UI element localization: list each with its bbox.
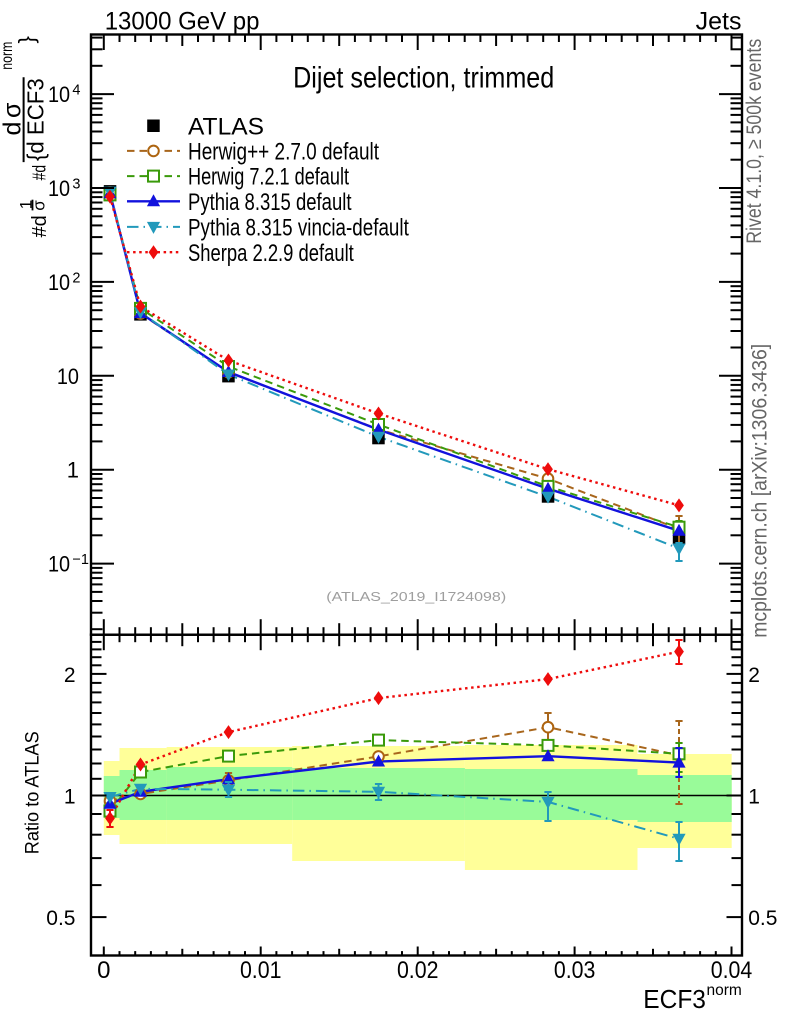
svg-text:Jets: Jets — [696, 8, 742, 36]
svg-text:1: 1 — [17, 200, 36, 209]
svg-text:{d ECF3: {d ECF3 — [22, 78, 48, 161]
svg-text:1: 1 — [748, 786, 760, 809]
svg-text:10: 10 — [48, 270, 70, 295]
svg-text:#d: #d — [29, 215, 51, 237]
svg-text:Sherpa 2.2.9 default: Sherpa 2.2.9 default — [188, 240, 354, 267]
svg-text:10: 10 — [48, 82, 70, 107]
svg-text:0.03: 0.03 — [554, 957, 596, 984]
svg-text:10: 10 — [57, 364, 79, 389]
svg-text:1: 1 — [64, 786, 76, 809]
svg-text:Herwig++ 2.7.0 default: Herwig++ 2.7.0 default — [188, 139, 379, 166]
svg-text:0.02: 0.02 — [397, 957, 439, 984]
svg-text:0.5: 0.5 — [748, 907, 777, 930]
svg-text:}: } — [14, 36, 39, 43]
svg-text:2: 2 — [64, 664, 76, 687]
svg-text:Herwig 7.2.1 default: Herwig 7.2.1 default — [188, 164, 349, 191]
svg-text:10: 10 — [48, 176, 70, 201]
svg-text:#d: #d — [30, 165, 50, 181]
svg-text:Dijet selection, trimmed: Dijet selection, trimmed — [293, 62, 554, 95]
svg-text:2: 2 — [748, 664, 760, 687]
svg-text:0.04: 0.04 — [711, 957, 753, 984]
svg-text:mcplots.cern.ch [arXiv:1306.34: mcplots.cern.ch [arXiv:1306.3436] — [749, 344, 772, 638]
svg-text:13000 GeV pp: 13000 GeV pp — [105, 8, 260, 36]
svg-text:−1: −1 — [72, 552, 89, 568]
svg-text:1: 1 — [67, 458, 79, 483]
svg-text:3: 3 — [72, 176, 80, 192]
svg-text:0: 0 — [97, 957, 110, 984]
svg-text:ATLAS: ATLAS — [188, 113, 264, 140]
svg-text:0.01: 0.01 — [240, 957, 282, 984]
svg-text:Pythia 8.315 default: Pythia 8.315 default — [188, 189, 352, 216]
svg-text:Rivet 4.1.0, ≥ 500k events: Rivet 4.1.0, ≥ 500k events — [743, 39, 766, 244]
svg-text:σ: σ — [30, 200, 49, 211]
svg-text:Ratio to ATLAS: Ratio to ATLAS — [23, 731, 44, 854]
svg-text:Pythia 8.315 vincia-default: Pythia 8.315 vincia-default — [188, 215, 409, 242]
svg-text:(ATLAS_2019_I1724098): (ATLAS_2019_I1724098) — [326, 590, 506, 604]
svg-text:4: 4 — [72, 83, 80, 99]
svg-text:norm: norm — [0, 42, 16, 70]
svg-text:10: 10 — [48, 552, 70, 577]
svg-text:0.5: 0.5 — [46, 907, 75, 930]
svg-text:dσ: dσ — [0, 102, 27, 136]
svg-text:norm: norm — [707, 982, 742, 999]
svg-text:ECF3: ECF3 — [643, 984, 706, 1014]
svg-text:2: 2 — [72, 270, 80, 286]
